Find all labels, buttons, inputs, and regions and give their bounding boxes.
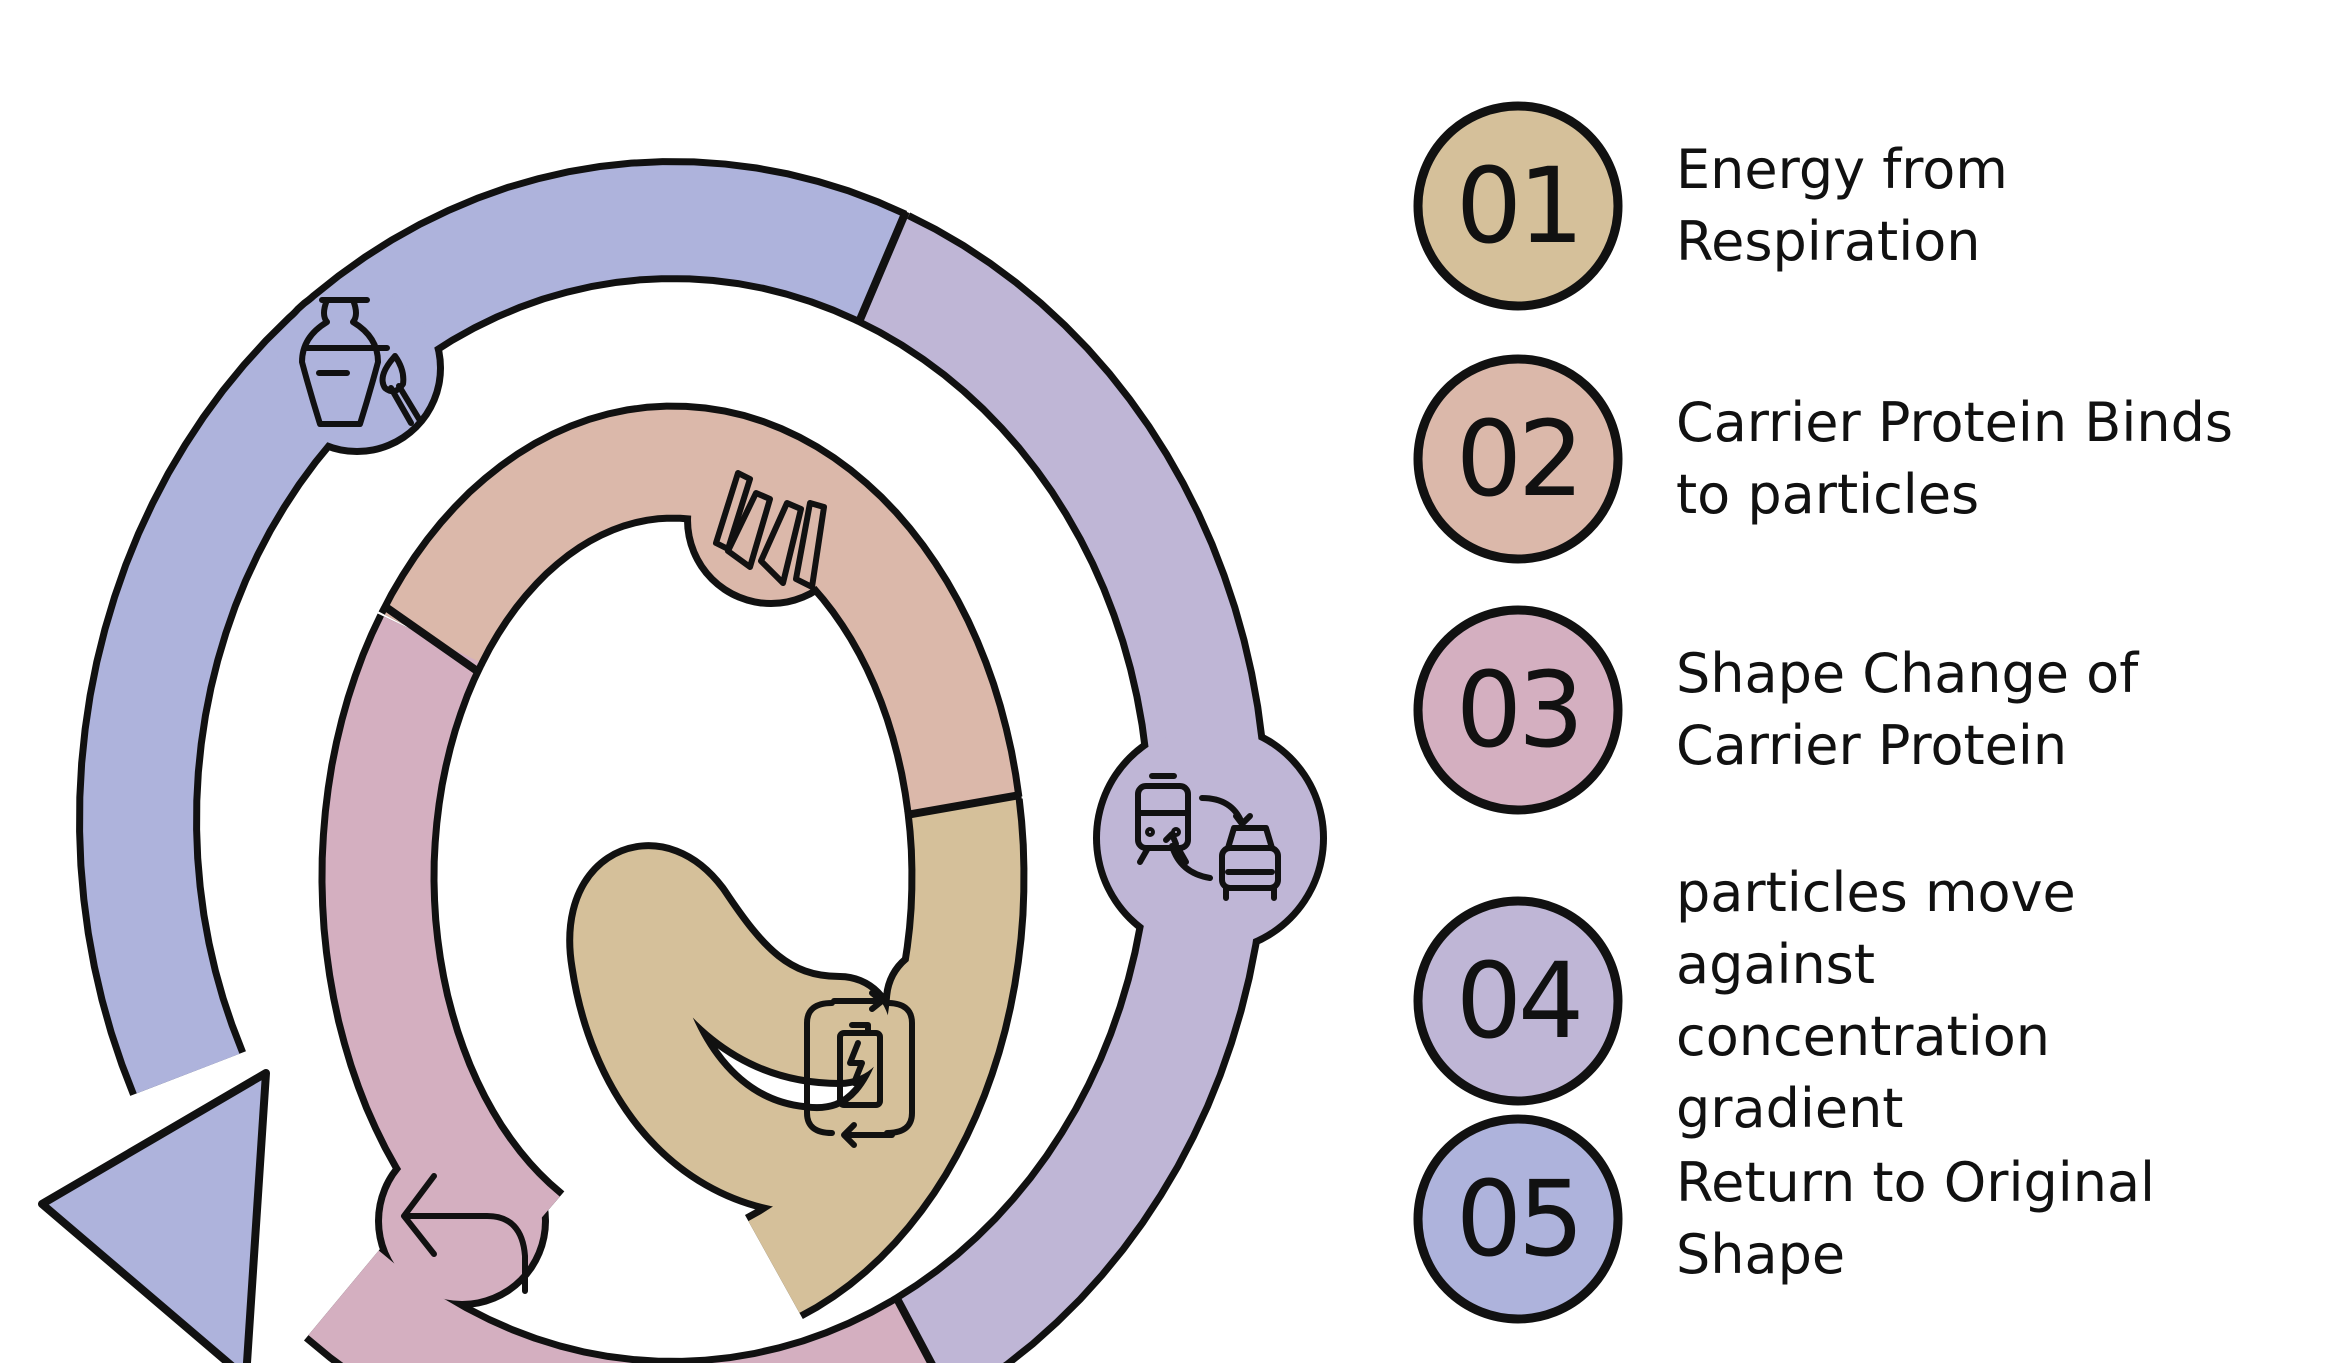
spiral-rings (38, 158, 1327, 1363)
step-label: Return to Original Shape (1676, 1147, 2155, 1291)
battery-cycle-icon (804, 990, 915, 1148)
return-arrow-icon (401, 1173, 528, 1294)
center-hook (573, 849, 990, 1212)
step-badge-circle (1413, 354, 1623, 564)
step-label: Energy from Respiration (1676, 134, 2008, 278)
segment-pink-outer (308, 1250, 932, 1363)
step-badge-circle (1413, 896, 1623, 1106)
step-label: Shape Change of Carrier Protein (1676, 638, 2138, 782)
step-number: 02 (1455, 398, 1584, 520)
step-item: 05 Return to Original Shape (1410, 1111, 2340, 1327)
step-badge-circle (1413, 1114, 1623, 1324)
segment-divider (891, 1294, 936, 1363)
step-label: Carrier Protein Binds to particles (1676, 387, 2233, 531)
step-label-line: gradient (1676, 1077, 1904, 1140)
step-item: 03 Shape Change of Carrier Protein (1410, 602, 2340, 818)
step-number: 01 (1455, 145, 1584, 267)
train-car-exchange-icon (1135, 773, 1281, 901)
step-item: 04 particles move against concentration grad… (1410, 857, 2340, 1145)
step-number: 05 (1455, 1158, 1584, 1280)
spring-coil-icon (713, 470, 827, 590)
step-label-line: Carrier Protein Binds (1676, 391, 2233, 454)
diagram-icons (299, 297, 1281, 1294)
segment-divider (381, 602, 482, 676)
step-label-line: against (1676, 933, 1875, 996)
segment-divider (905, 790, 1022, 820)
step-label-line: Shape (1676, 1223, 1846, 1286)
step-label-line: Return to Original (1676, 1151, 2156, 1214)
step-label-line: Shape Change of (1676, 642, 2139, 705)
step-label-line: concentration (1676, 1005, 2050, 1068)
bump-return (382, 1141, 542, 1301)
step-label-line: Energy from (1676, 138, 2008, 201)
vase-paintbrush-icon (299, 297, 422, 427)
step-number-badge: 02 (1410, 351, 1626, 567)
step-label-line: Carrier Protein (1676, 714, 2068, 777)
step-label-line: particles move (1676, 861, 2076, 924)
bump-train (1100, 728, 1320, 948)
step-number-badge: 04 (1410, 893, 1626, 1109)
step-number-badge: 01 (1410, 98, 1626, 314)
step-label: particles move against concentration gradie… (1676, 857, 2076, 1145)
step-item: 02 Carrier Protein Binds to particles (1410, 351, 2340, 567)
step-label-line: Respiration (1676, 210, 1981, 273)
step-badge-circle (1413, 101, 1623, 311)
arrow-head (38, 1069, 270, 1363)
step-item: 01 Energy from Respiration (1410, 98, 2340, 314)
cycle-diagram (38, 158, 1327, 1363)
step-number-badge: 03 (1410, 602, 1626, 818)
step-badge-circle (1413, 605, 1623, 815)
step-label-line: to particles (1676, 463, 1980, 526)
bump-spring (691, 440, 851, 600)
segment-divider (854, 209, 910, 326)
step-number: 04 (1455, 940, 1584, 1062)
step-number-badge: 05 (1410, 1111, 1626, 1327)
step-number: 03 (1455, 649, 1584, 771)
